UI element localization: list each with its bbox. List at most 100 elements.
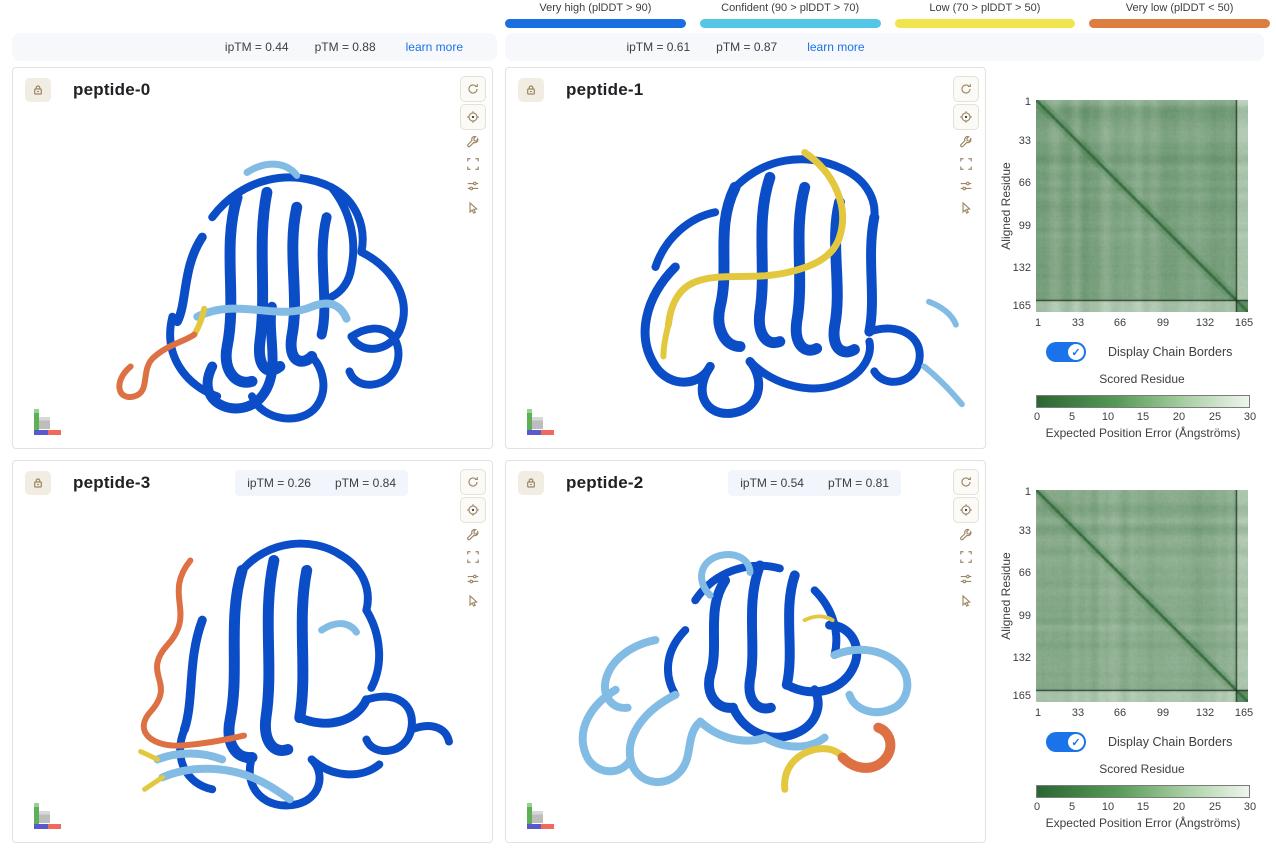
legend-swatch-very-low (1089, 19, 1270, 28)
cb-tick: 30 (1243, 411, 1257, 423)
learn-more-link[interactable]: learn more (405, 40, 463, 54)
reset-view-icon[interactable] (460, 76, 486, 102)
lock-icon[interactable] (25, 78, 51, 102)
y-tick: 1 (1024, 486, 1031, 498)
reset-view-icon[interactable] (953, 76, 979, 102)
x-tick: 165 (1234, 707, 1254, 719)
x-tick: 1 (1034, 707, 1042, 719)
protein-ribbon-peptide-1 (640, 149, 965, 418)
ptm-value: pTM = 0.81 (827, 476, 889, 490)
structure-viewport[interactable] (506, 68, 985, 448)
toggle-label: Display Chain Borders (1108, 735, 1233, 749)
legend-item-low: Low (70 > plDDT > 50) (894, 2, 1076, 28)
fullscreen-icon[interactable] (954, 547, 978, 567)
x-tick: 66 (1113, 317, 1127, 329)
wrench-icon[interactable] (954, 525, 978, 545)
pae-panel-top: Aligned Residue 1 33 66 99 132 165 1 33 … (999, 88, 1276, 444)
settings-sliders-icon[interactable] (954, 176, 978, 196)
x-tick: 99 (1156, 317, 1170, 329)
reset-view-icon[interactable] (460, 469, 486, 495)
display-chain-borders-toggle[interactable]: ✓ (1046, 732, 1086, 752)
legend-item-very-high: Very high (plDDT > 90) (505, 2, 686, 28)
pointer-icon[interactable] (461, 198, 485, 218)
x-tick: 99 (1156, 707, 1170, 719)
wrench-icon[interactable] (461, 132, 485, 152)
legend-swatch-confident (699, 19, 881, 28)
settings-sliders-icon[interactable] (461, 176, 485, 196)
center-view-icon[interactable] (460, 104, 486, 130)
panel-title: peptide-2 (566, 473, 644, 492)
pae-y-ticks: 1 33 66 99 132 165 (1000, 486, 1031, 702)
structure-panel-peptide-1: peptide-1 (505, 67, 986, 449)
pae-colorbar-ticks: 0 5 10 15 20 25 30 (1033, 801, 1256, 814)
reset-view-icon[interactable] (953, 469, 979, 495)
fullscreen-icon[interactable] (461, 547, 485, 567)
cb-tick: 20 (1172, 411, 1186, 423)
y-tick: 33 (1018, 135, 1031, 147)
panel-title: peptide-1 (566, 80, 644, 99)
center-view-icon[interactable] (953, 497, 979, 523)
lock-icon[interactable] (25, 471, 51, 495)
legend-label: Low (70 > plDDT > 50) (929, 2, 1041, 14)
cb-tick: 0 (1033, 411, 1041, 423)
wrench-icon[interactable] (954, 132, 978, 152)
iptm-value: ipTM = 0.61 (626, 40, 691, 54)
display-chain-borders-toggle[interactable]: ✓ (1046, 342, 1086, 362)
cb-tick: 10 (1101, 411, 1115, 423)
viewer-toolbar (953, 469, 979, 611)
structure-panel-peptide-2: peptide-2 ipTM = 0.54 pTM = 0.81 (505, 460, 986, 843)
ptm-value: pTM = 0.84 (334, 476, 396, 490)
fullscreen-icon[interactable] (954, 154, 978, 174)
legend-label: Very high (plDDT > 90) (539, 2, 652, 14)
x-tick: 33 (1071, 707, 1085, 719)
center-view-icon[interactable] (953, 104, 979, 130)
legend-item-very-low: Very low (plDDT < 50) (1089, 2, 1270, 28)
structure-viewport[interactable] (506, 461, 985, 842)
pae-heatmap[interactable] (1036, 490, 1248, 702)
check-icon: ✓ (1071, 736, 1081, 749)
pae-x-axis-label: Scored Residue (1099, 372, 1185, 386)
score-chip: ipTM = 0.54 pTM = 0.81 (728, 470, 901, 496)
ptm-value: pTM = 0.87 (716, 40, 778, 54)
axes-gizmo (522, 406, 558, 438)
y-tick: 165 (1012, 690, 1031, 702)
x-tick: 66 (1113, 707, 1127, 719)
pointer-icon[interactable] (954, 198, 978, 218)
structure-viewport[interactable] (13, 68, 492, 448)
x-tick: 33 (1071, 317, 1085, 329)
fullscreen-icon[interactable] (461, 154, 485, 174)
center-view-icon[interactable] (460, 497, 486, 523)
pae-colorbar (1036, 395, 1250, 408)
wrench-icon[interactable] (461, 525, 485, 545)
cb-tick: 5 (1068, 411, 1076, 423)
cb-tick: 10 (1101, 801, 1115, 813)
x-tick: 132 (1195, 707, 1215, 719)
pointer-icon[interactable] (954, 591, 978, 611)
cb-tick: 0 (1033, 801, 1041, 813)
pae-x-ticks: 1 33 66 99 132 165 (1034, 317, 1253, 331)
settings-sliders-icon[interactable] (954, 569, 978, 589)
legend-item-confident: Confident (90 > plDDT > 70) (699, 2, 881, 28)
cb-tick: 20 (1172, 801, 1186, 813)
y-tick: 1 (1024, 96, 1031, 108)
panel-title: peptide-3 (73, 473, 151, 492)
iptm-value: ipTM = 0.26 (247, 476, 311, 490)
cb-tick: 25 (1208, 801, 1222, 813)
x-tick: 1 (1034, 317, 1042, 329)
protein-ribbon-peptide-3 (138, 539, 453, 810)
iptm-value: ipTM = 0.54 (740, 476, 804, 490)
y-tick: 66 (1018, 177, 1031, 189)
settings-sliders-icon[interactable] (461, 569, 485, 589)
legend-swatch-very-high (505, 19, 686, 28)
cb-tick: 5 (1068, 801, 1076, 813)
axes-gizmo (29, 800, 65, 832)
structure-viewport[interactable] (13, 461, 492, 842)
score-bar-left: ipTM = 0.44 pTM = 0.88 learn more (12, 33, 497, 61)
x-tick: 165 (1234, 317, 1254, 329)
pointer-icon[interactable] (461, 591, 485, 611)
lock-icon[interactable] (518, 78, 544, 102)
pae-heatmap[interactable] (1036, 100, 1248, 312)
lock-icon[interactable] (518, 471, 544, 495)
y-tick: 33 (1018, 525, 1031, 537)
learn-more-link[interactable]: learn more (807, 40, 865, 54)
